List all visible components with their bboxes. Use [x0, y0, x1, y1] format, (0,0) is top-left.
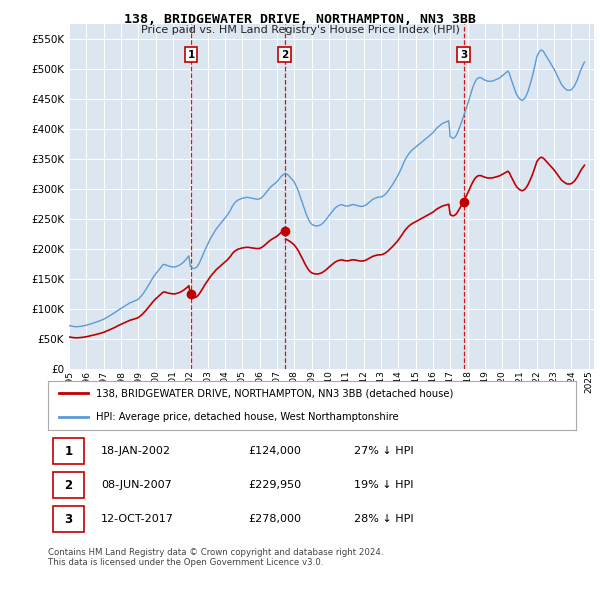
Text: 138, BRIDGEWATER DRIVE, NORTHAMPTON, NN3 3BB (detached house): 138, BRIDGEWATER DRIVE, NORTHAMPTON, NN3…	[95, 388, 453, 398]
Text: £229,950: £229,950	[248, 480, 302, 490]
FancyBboxPatch shape	[53, 438, 84, 464]
Text: Price paid vs. HM Land Registry's House Price Index (HPI): Price paid vs. HM Land Registry's House …	[140, 25, 460, 35]
Text: 2: 2	[281, 50, 288, 60]
Text: 12-OCT-2017: 12-OCT-2017	[101, 514, 173, 525]
Text: 19% ↓ HPI: 19% ↓ HPI	[354, 480, 414, 490]
Text: 18-JAN-2002: 18-JAN-2002	[101, 446, 171, 456]
Text: 27% ↓ HPI: 27% ↓ HPI	[354, 446, 414, 456]
Text: 08-JUN-2007: 08-JUN-2007	[101, 480, 172, 490]
Text: 1: 1	[65, 445, 73, 458]
Text: 28% ↓ HPI: 28% ↓ HPI	[354, 514, 414, 525]
FancyBboxPatch shape	[53, 473, 84, 498]
Text: 3: 3	[65, 513, 73, 526]
Text: 3: 3	[460, 50, 467, 60]
Text: HPI: Average price, detached house, West Northamptonshire: HPI: Average price, detached house, West…	[95, 412, 398, 422]
Text: 1: 1	[188, 50, 195, 60]
Text: 138, BRIDGEWATER DRIVE, NORTHAMPTON, NN3 3BB: 138, BRIDGEWATER DRIVE, NORTHAMPTON, NN3…	[124, 13, 476, 26]
Text: 2: 2	[65, 478, 73, 492]
FancyBboxPatch shape	[53, 506, 84, 532]
Text: £278,000: £278,000	[248, 514, 302, 525]
Text: Contains HM Land Registry data © Crown copyright and database right 2024.
This d: Contains HM Land Registry data © Crown c…	[48, 548, 383, 567]
Text: £124,000: £124,000	[248, 446, 302, 456]
